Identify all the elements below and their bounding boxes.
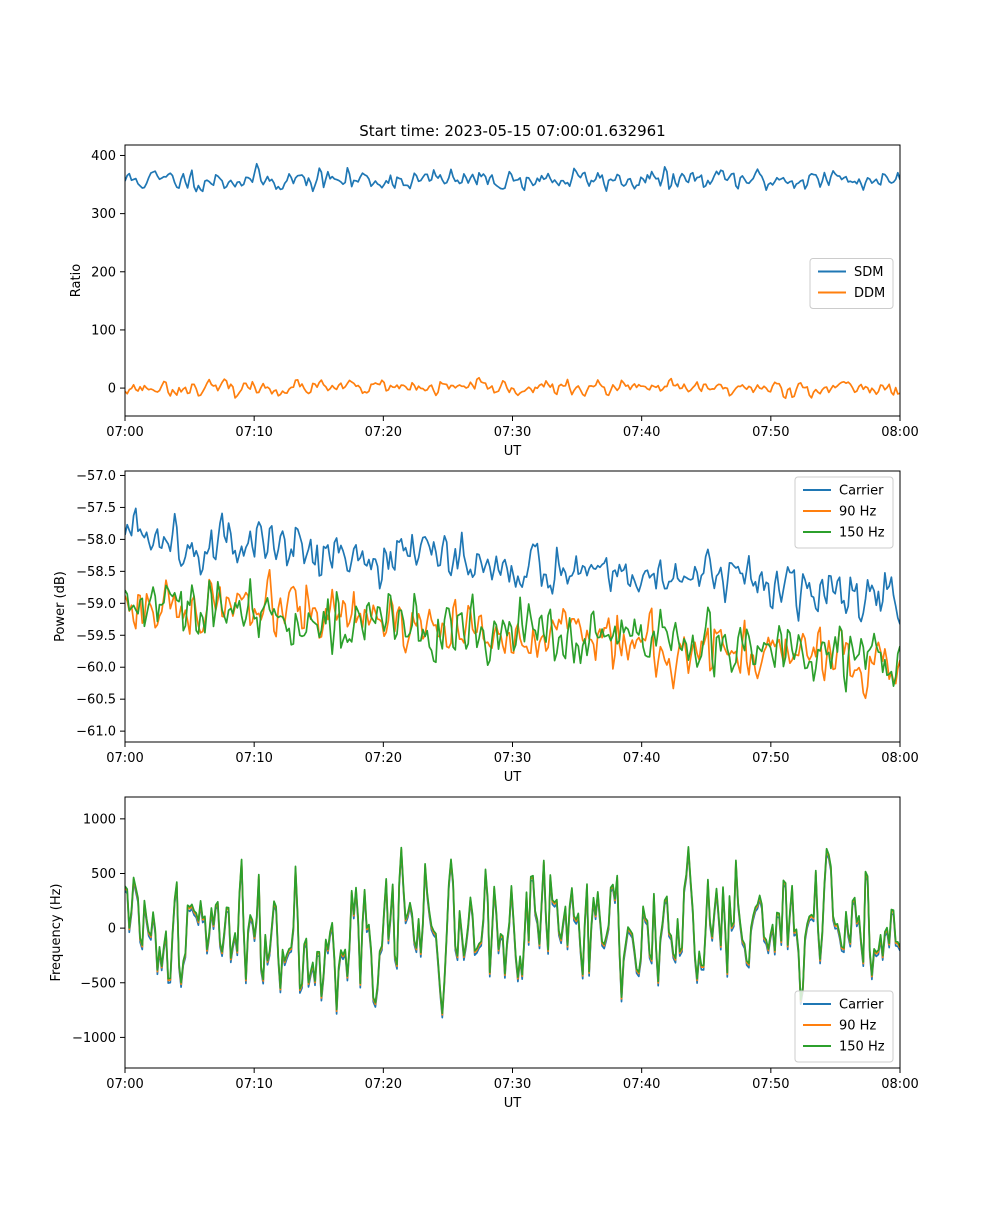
axes-frame xyxy=(124,470,901,743)
y-tick-label: 100 xyxy=(91,323,116,338)
legend-label: 90 Hz xyxy=(839,505,876,520)
legend-label: DDM xyxy=(854,286,885,301)
x-axis-label: UT xyxy=(504,770,522,785)
series-line-sdm xyxy=(125,162,900,193)
x-tick-label: 07:50 xyxy=(752,751,789,766)
y-tick-label: −58.5 xyxy=(76,565,116,580)
x-tick-label: 07:40 xyxy=(623,751,660,766)
legend-box xyxy=(794,476,894,549)
x-tick-label: 07:50 xyxy=(752,425,789,440)
series-line-90-hz xyxy=(125,568,900,700)
series-line-150-hz xyxy=(125,846,900,1015)
y-axis-label: Ratio xyxy=(69,264,84,297)
legend-label: 90 Hz xyxy=(839,1019,876,1034)
y-tick-label: −500 xyxy=(80,976,116,991)
legend-label: 150 Hz xyxy=(839,1040,885,1055)
x-axis-label: UT xyxy=(504,1096,522,1111)
series-line-ddm xyxy=(125,376,900,400)
legend-label: Carrier xyxy=(839,998,884,1013)
y-tick-label: −60.0 xyxy=(76,661,116,676)
legend-label: 150 Hz xyxy=(839,526,885,541)
x-tick-label: 07:40 xyxy=(623,1077,660,1092)
x-tick-label: 07:30 xyxy=(494,751,531,766)
x-tick-label: 07:30 xyxy=(494,1077,531,1092)
y-axis-label: Power (dB) xyxy=(53,571,68,642)
legend: SDM DDM xyxy=(809,258,894,309)
x-tick-label: 08:00 xyxy=(881,425,918,440)
y-tick-label: 0 xyxy=(108,922,116,937)
y-tick-label: 300 xyxy=(91,207,116,222)
x-tick-label: 07:10 xyxy=(235,425,272,440)
figure-title: Start time: 2023-05-15 07:00:01.632961 xyxy=(359,122,665,140)
y-tick-label: −57.0 xyxy=(76,469,116,484)
y-tick-label: 1000 xyxy=(83,812,116,827)
y-tick-label: −1000 xyxy=(72,1031,116,1046)
x-tick-label: 07:50 xyxy=(752,1077,789,1092)
legend: Carrier 90 Hz 150 Hz xyxy=(794,990,894,1063)
x-tick-label: 07:20 xyxy=(365,425,402,440)
panel-2: 07:00 07:10 07:20 07:30 07:40 07:50 08:00 −57.0… xyxy=(53,469,919,785)
panel-3: 07:00 07:10 07:20 07:30 07:40 07:50 08:00 −1000… xyxy=(49,796,919,1111)
series-group xyxy=(125,846,900,1019)
y-tick-label: −59.0 xyxy=(76,597,116,612)
legend-box xyxy=(794,990,894,1063)
x-tick-label: 07:00 xyxy=(106,751,143,766)
x-axis-label: UT xyxy=(504,444,522,459)
y-tick-label: 200 xyxy=(91,265,116,280)
y-tick-label: −57.5 xyxy=(76,501,116,516)
series-line-carrier xyxy=(125,507,900,625)
x-tick-label: 07:00 xyxy=(106,1077,143,1092)
x-tick-label: 07:20 xyxy=(365,1077,402,1092)
x-tick-label: 07:20 xyxy=(365,751,402,766)
axes-frame xyxy=(124,796,901,1069)
y-tick-label: 0 xyxy=(108,382,116,397)
series-line-150-hz xyxy=(125,578,900,693)
x-tick-label: 07:40 xyxy=(623,425,660,440)
y-axis-label: Frequency (Hz) xyxy=(49,883,64,981)
y-tick-label: −59.5 xyxy=(76,629,116,644)
y-tick-label: 500 xyxy=(91,867,116,882)
x-tick-label: 08:00 xyxy=(881,751,918,766)
y-tick-label: −58.0 xyxy=(76,533,116,548)
legend: Carrier 90 Hz 150 Hz xyxy=(794,476,894,549)
panel-1: 07:00 07:10 07:20 07:30 07:40 07:50 08:00 0 100 2… xyxy=(69,144,919,459)
series-group xyxy=(125,162,900,400)
y-tick-label: −60.5 xyxy=(76,693,116,708)
series-group xyxy=(125,507,900,700)
x-tick-label: 07:10 xyxy=(235,1077,272,1092)
x-tick-label: 08:00 xyxy=(881,1077,918,1092)
legend-label: SDM xyxy=(854,265,883,280)
y-tick-label: −61.0 xyxy=(76,725,116,740)
x-tick-label: 07:10 xyxy=(235,751,272,766)
y-tick-label: 400 xyxy=(91,149,116,164)
x-tick-label: 07:30 xyxy=(494,425,531,440)
legend-label: Carrier xyxy=(839,484,884,499)
x-tick-label: 07:00 xyxy=(106,425,143,440)
